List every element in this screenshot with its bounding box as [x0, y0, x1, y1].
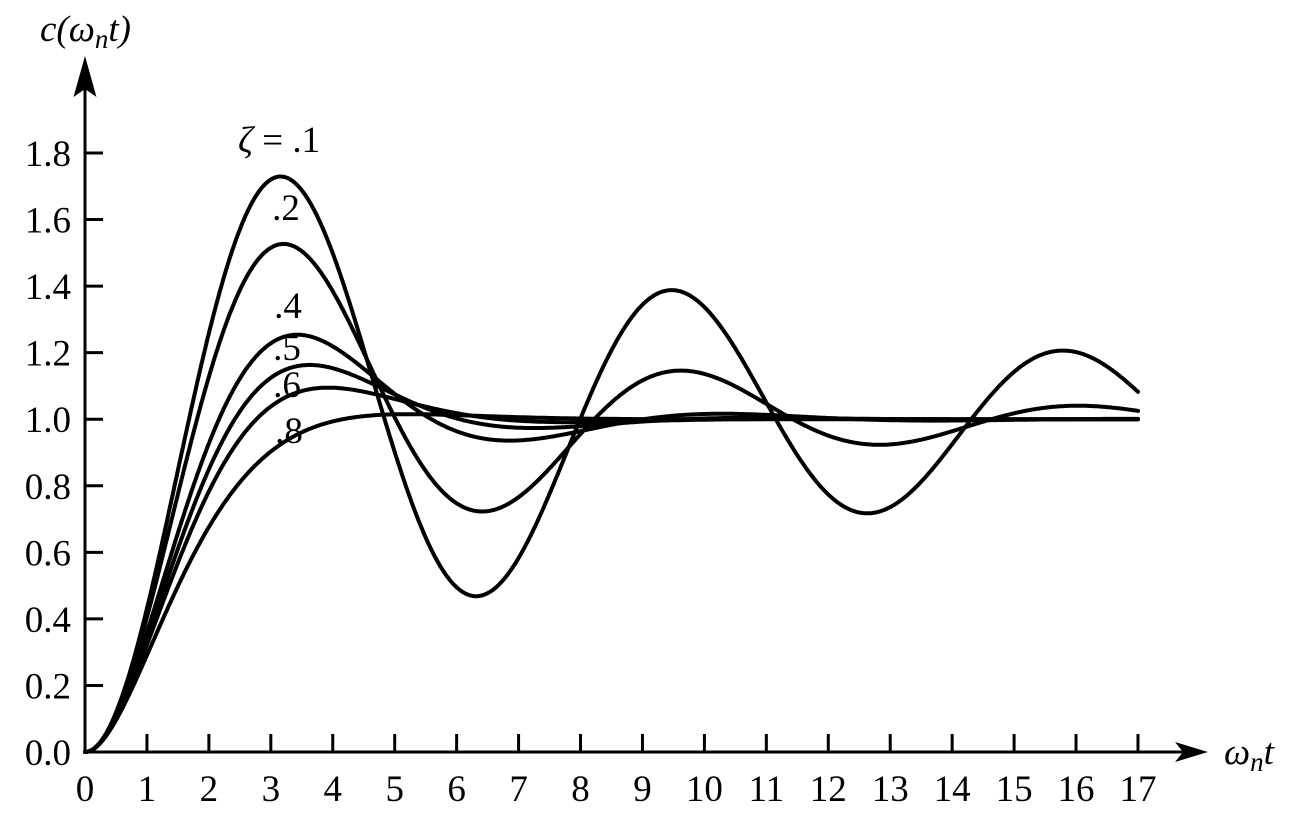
x-tick-label-17: 17: [1119, 769, 1156, 810]
x-tick-label-0: 0: [76, 769, 95, 810]
x-tick-label-15: 15: [996, 769, 1033, 810]
x-axis-title-sub: n: [1250, 747, 1264, 777]
x-axis-title: ωnt: [1224, 731, 1274, 777]
y-tick-label-0.4: 0.4: [25, 600, 71, 641]
y-tick-label-1.2: 1.2: [25, 334, 71, 375]
y-axis-title-pre: c(ω: [40, 9, 95, 50]
curve-label-zeta-0.5: .5: [273, 328, 301, 369]
x-tick-label-11: 11: [749, 769, 785, 810]
y-tick-label-1.6: 1.6: [25, 201, 71, 242]
x-tick-label-4: 4: [324, 769, 343, 810]
x-axis-title-post: t: [1263, 732, 1274, 773]
curve-label-part: ζ: [238, 120, 256, 161]
curve-label-zeta-0.6: .6: [273, 365, 301, 406]
x-tick-label-10: 10: [686, 769, 723, 810]
x-axis-arrowhead: [1175, 742, 1208, 762]
x-tick-label-14: 14: [934, 769, 971, 810]
x-tick-label-12: 12: [810, 769, 847, 810]
curve-label-zeta-0.1: ζ = .1: [238, 120, 320, 161]
x-tick-label-3: 3: [262, 769, 281, 810]
y-axis-title: c(ωnt): [40, 8, 131, 54]
x-tick-label-2: 2: [200, 769, 219, 810]
x-tick-label-8: 8: [571, 769, 590, 810]
y-tick-label-1.8: 1.8: [25, 134, 71, 175]
curve-zeta-0.2: [83, 241, 1140, 754]
curve-label-zeta-0.8: .8: [275, 411, 303, 452]
x-tick-label-6: 6: [447, 769, 466, 810]
x-tick-label-9: 9: [633, 769, 652, 810]
x-tick-label-1: 1: [138, 769, 157, 810]
y-tick-label-0.2: 0.2: [25, 666, 71, 707]
curve-label-part: .2: [272, 188, 300, 229]
curve-label-part: .4: [274, 286, 302, 327]
curve-zeta-0.6: [83, 385, 1140, 754]
y-axis-title-post: t): [108, 9, 131, 50]
curve-zeta-0.1: [83, 174, 1140, 754]
y-tick-label-0.0: 0.0: [25, 733, 71, 774]
curve-zeta-0.4: [83, 332, 1140, 754]
x-tick-label-13: 13: [872, 769, 909, 810]
x-tick-label-16: 16: [1058, 769, 1095, 810]
curve-label-part: .5: [273, 328, 301, 369]
curve-label-zeta-0.4: .4: [274, 286, 302, 327]
y-tick-label-1.4: 1.4: [25, 267, 71, 308]
curve-label-part: .6: [273, 365, 301, 406]
curve-label-zeta-0.2: .2: [272, 188, 300, 229]
x-tick-label-7: 7: [509, 769, 528, 810]
curve-label-part: .8: [275, 411, 303, 452]
x-axis-title-pre: ω: [1224, 732, 1251, 773]
curve-label-part: = .1: [253, 120, 320, 161]
y-axis-arrowhead: [73, 56, 97, 97]
curve-zeta-0.8: [83, 412, 1140, 754]
y-tick-label-0.6: 0.6: [25, 533, 71, 574]
y-axis-title-sub: n: [94, 24, 109, 54]
y-tick-label-1.0: 1.0: [25, 400, 71, 441]
y-tick-label-0.8: 0.8: [25, 467, 71, 508]
x-tick-label-5: 5: [385, 769, 404, 810]
